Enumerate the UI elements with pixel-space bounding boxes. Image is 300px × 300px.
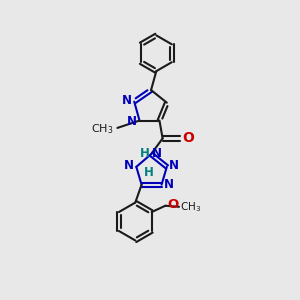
Text: O: O [167, 198, 178, 211]
Text: N: N [127, 115, 137, 128]
Text: O: O [183, 131, 194, 145]
Text: N: N [122, 94, 132, 107]
Text: H: H [144, 166, 154, 178]
Text: N: N [152, 147, 162, 160]
Text: N: N [124, 159, 134, 172]
Text: CH$_3$: CH$_3$ [91, 122, 113, 136]
Text: N: N [164, 178, 174, 191]
Text: N: N [169, 159, 179, 172]
Text: CH$_3$: CH$_3$ [180, 200, 201, 214]
Text: H: H [140, 147, 149, 160]
